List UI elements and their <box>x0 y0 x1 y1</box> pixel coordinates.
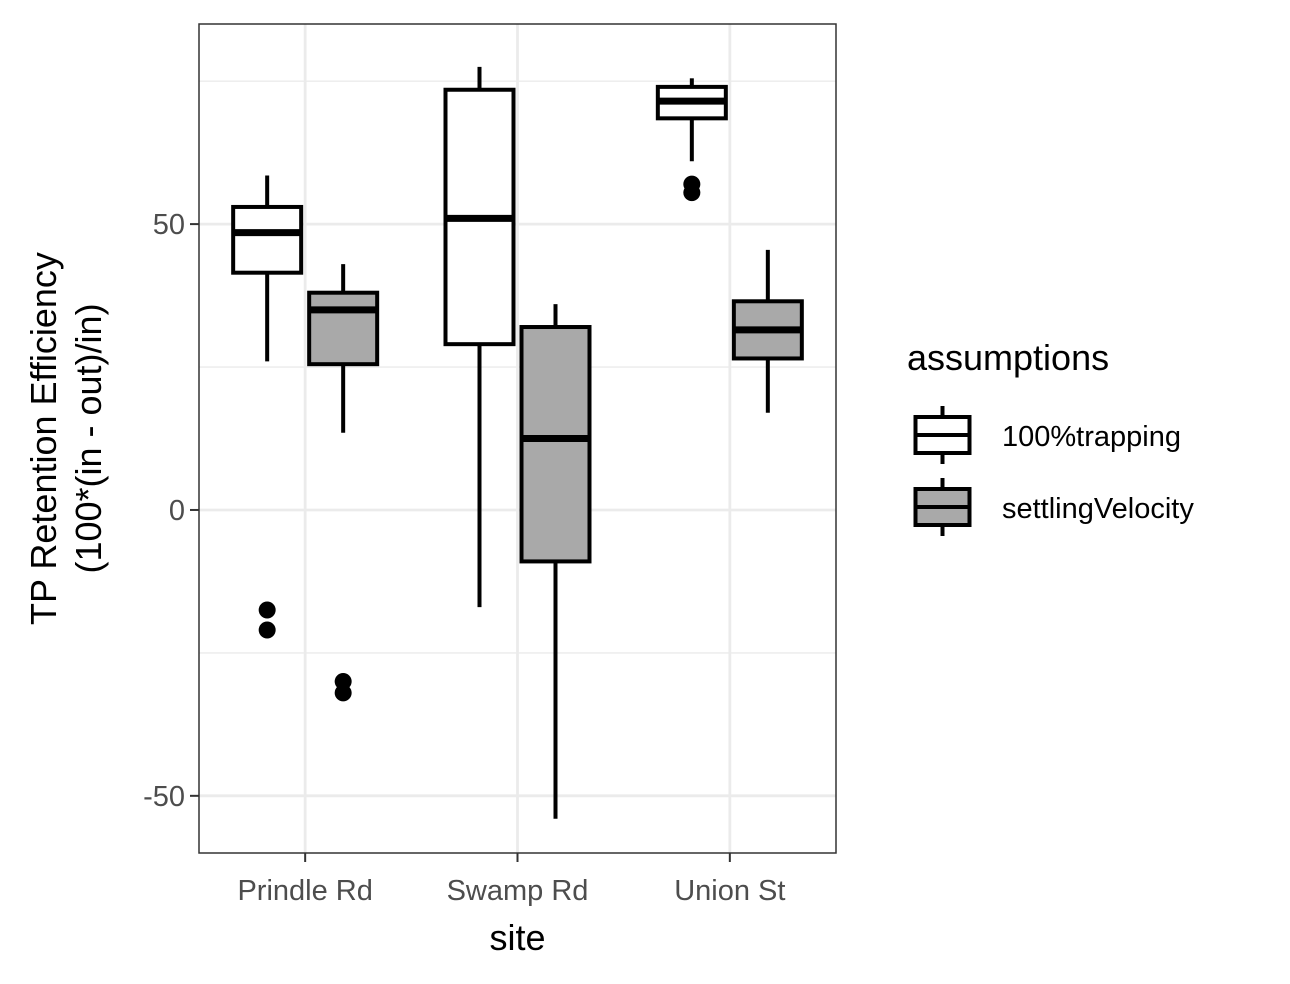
y-axis-title-line1: TP Retention Efficiency <box>23 252 64 625</box>
box-100%trapping-Union St <box>655 78 728 202</box>
outlier-point <box>334 684 352 702</box>
box-settlingVelocity-Swamp Rd <box>519 304 592 819</box>
legend-title: assumptions <box>907 337 1109 378</box>
grid-lines <box>199 24 836 853</box>
outlier-point <box>683 184 701 202</box>
legend-key-settlingVelocity <box>913 478 972 536</box>
box-settlingVelocity-Union St <box>731 249 804 413</box>
y-tick-label: 50 <box>153 209 185 241</box>
x-axis-title: site <box>489 917 545 958</box>
outlier-point <box>258 621 276 639</box>
axes: -50 0 50 Prindle Rd Swamp Rd Union St <box>143 209 785 907</box>
legend-key-100%trapping <box>913 406 972 464</box>
y-tick-label: 0 <box>169 495 185 527</box>
box-body <box>231 204 304 275</box>
box-100%trapping-Prindle Rd <box>231 175 304 639</box>
x-tick-label: Union St <box>674 875 785 907</box>
x-tick-label: Swamp Rd <box>447 875 589 907</box>
box-settlingVelocity-Prindle Rd <box>307 264 380 702</box>
legend: assumptions 100%trapping settlingVelocit… <box>907 337 1194 536</box>
y-axis-title-line2: (100*(in - out)/in) <box>68 303 109 573</box>
legend-label-100-trapping: 100%trapping <box>1002 421 1181 453</box>
y-tick-label: -50 <box>143 781 185 813</box>
x-tick-label: Prindle Rd <box>237 875 372 907</box>
boxes <box>231 66 804 819</box>
box-100%trapping-Swamp Rd <box>443 66 516 608</box>
box-body <box>519 325 592 564</box>
legend-keys <box>913 406 972 536</box>
box-body <box>307 290 380 367</box>
legend-label-settling-velocity: settlingVelocity <box>1002 493 1194 525</box>
outlier-point <box>258 601 276 619</box>
